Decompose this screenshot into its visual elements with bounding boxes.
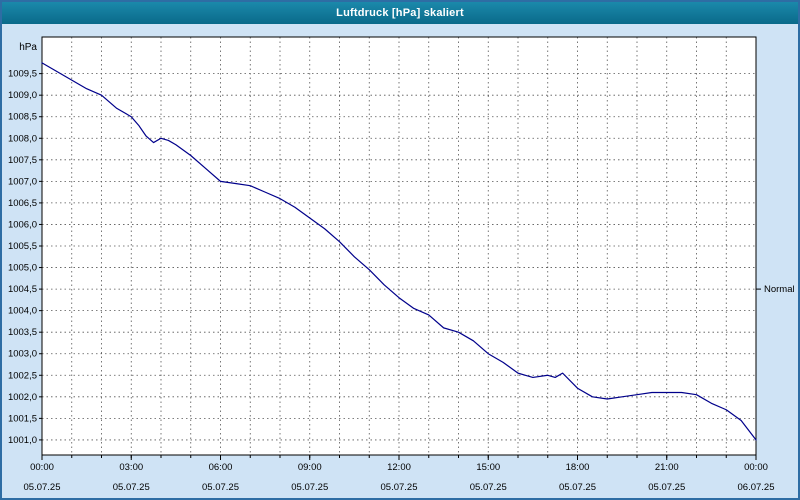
y-tick-label: 1002,5 xyxy=(8,370,37,381)
y-tick-label: 1009,0 xyxy=(8,90,37,101)
x-date-label: 05.07.25 xyxy=(648,482,685,493)
x-time-label: 09:00 xyxy=(298,462,322,473)
y-axis-unit-label: hPa xyxy=(19,42,37,53)
x-date-label: 05.07.25 xyxy=(202,482,239,493)
y-tick-label: 1004,0 xyxy=(8,306,37,317)
y-tick-label: 1004,5 xyxy=(8,284,37,295)
y-tick-label: 1003,0 xyxy=(8,349,37,360)
x-date-label: 05.07.25 xyxy=(470,482,507,493)
normal-label: Normal xyxy=(764,284,795,295)
pressure-line xyxy=(41,62,757,441)
y-tick-label: 1002,0 xyxy=(8,392,37,403)
y-tick-label: 1007,0 xyxy=(8,176,37,187)
y-tick-label: 1007,5 xyxy=(8,155,37,166)
y-tick-label: 1005,5 xyxy=(8,241,37,252)
y-tick-label: 1001,0 xyxy=(8,435,37,446)
chart-container: 1009,5 1009,0 1008,5 1008,0 1007,5 1007,0 1006… xyxy=(2,24,798,500)
x-time-label: 06:00 xyxy=(209,462,233,473)
y-tick-label: 1009,5 xyxy=(8,69,37,80)
x-date-label: 06.07.25 xyxy=(738,482,775,493)
x-time-label: 21:00 xyxy=(655,462,679,473)
x-date-label: 05.07.25 xyxy=(113,482,150,493)
x-time-label: 12:00 xyxy=(387,462,411,473)
x-date-label: 05.07.25 xyxy=(24,482,61,493)
window-title: Luftdruck [hPa] skaliert xyxy=(336,7,464,19)
x-time-label: 03:00 xyxy=(119,462,143,473)
x-time-label: 00:00 xyxy=(30,462,54,473)
y-tick-label: 1003,5 xyxy=(8,327,37,338)
pressure-chart: 1009,5 1009,0 1008,5 1008,0 1007,5 1007,0 1006… xyxy=(8,36,795,493)
y-tick-label: 1005,0 xyxy=(8,263,37,274)
y-tick-label: 1008,5 xyxy=(8,112,37,123)
title-bar: Luftdruck [hPa] skaliert xyxy=(2,2,798,24)
x-time-label: 00:00 xyxy=(744,462,768,473)
y-tick-label: 1006,0 xyxy=(8,219,37,230)
y-tick-label: 1006,5 xyxy=(8,198,37,209)
x-time-label: 15:00 xyxy=(476,462,500,473)
x-date-label: 05.07.25 xyxy=(291,482,328,493)
plot-frame xyxy=(41,36,757,456)
x-date-label: 05.07.25 xyxy=(559,482,596,493)
x-date-label: 05.07.25 xyxy=(381,482,418,493)
y-tick-label: 1001,5 xyxy=(8,413,37,424)
y-tick-label: 1008,0 xyxy=(8,133,37,144)
x-time-label: 18:00 xyxy=(566,462,590,473)
